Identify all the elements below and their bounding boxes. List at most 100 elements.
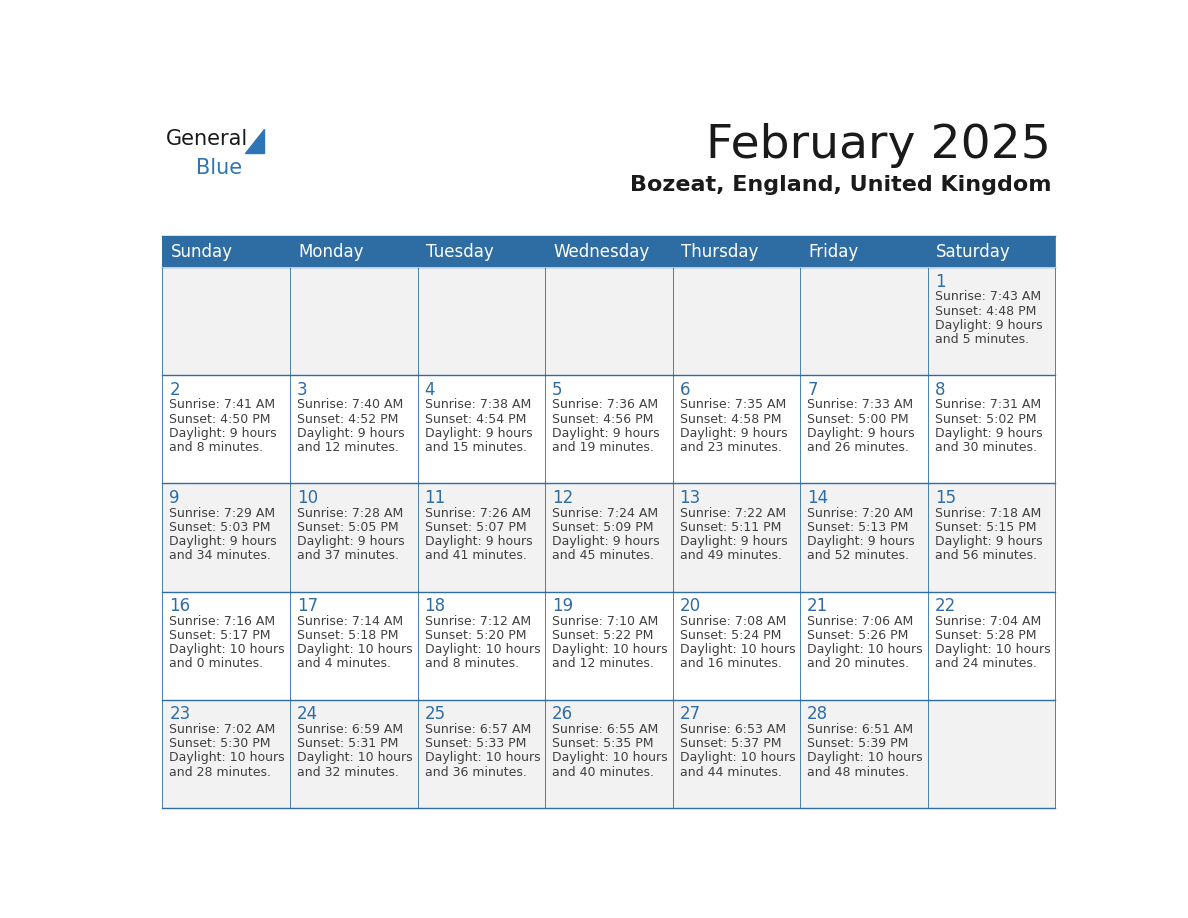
Text: and 49 minutes.: and 49 minutes. — [680, 549, 782, 563]
Text: and 28 minutes.: and 28 minutes. — [170, 766, 271, 778]
Text: and 30 minutes.: and 30 minutes. — [935, 442, 1037, 454]
Text: 1: 1 — [935, 273, 946, 291]
Text: Sunset: 4:48 PM: Sunset: 4:48 PM — [935, 305, 1036, 318]
Bar — [417, 700, 545, 808]
Text: 6: 6 — [680, 381, 690, 398]
Bar — [928, 591, 1055, 700]
Text: Sunset: 5:11 PM: Sunset: 5:11 PM — [680, 521, 781, 533]
Text: Sunrise: 7:43 AM: Sunrise: 7:43 AM — [935, 290, 1041, 303]
Text: Daylight: 10 hours: Daylight: 10 hours — [807, 751, 923, 765]
Text: Monday: Monday — [298, 243, 364, 261]
Text: Sunset: 5:35 PM: Sunset: 5:35 PM — [552, 737, 653, 750]
Text: Daylight: 9 hours: Daylight: 9 hours — [935, 535, 1042, 548]
Bar — [417, 591, 545, 700]
Text: Sunset: 5:37 PM: Sunset: 5:37 PM — [680, 737, 781, 750]
Bar — [163, 484, 290, 591]
Bar — [928, 267, 1055, 375]
Text: and 34 minutes.: and 34 minutes. — [170, 549, 271, 563]
Text: February 2025: February 2025 — [707, 123, 1051, 168]
Text: 26: 26 — [552, 705, 573, 723]
Text: Sunrise: 7:31 AM: Sunrise: 7:31 AM — [935, 398, 1041, 411]
Bar — [163, 237, 290, 267]
Text: 25: 25 — [424, 705, 446, 723]
Bar — [672, 484, 801, 591]
Bar — [672, 237, 801, 267]
Text: Sunrise: 7:10 AM: Sunrise: 7:10 AM — [552, 615, 658, 628]
Text: Daylight: 10 hours: Daylight: 10 hours — [170, 644, 285, 656]
Text: 22: 22 — [935, 597, 956, 615]
Bar — [801, 700, 928, 808]
Bar — [417, 267, 545, 375]
Text: 3: 3 — [297, 381, 308, 398]
Text: Daylight: 10 hours: Daylight: 10 hours — [424, 751, 541, 765]
Text: Sunrise: 6:57 AM: Sunrise: 6:57 AM — [424, 722, 531, 735]
Text: Sunrise: 7:14 AM: Sunrise: 7:14 AM — [297, 615, 403, 628]
Text: Daylight: 10 hours: Daylight: 10 hours — [680, 751, 795, 765]
Bar — [545, 375, 672, 484]
Text: 19: 19 — [552, 597, 573, 615]
Bar — [801, 484, 928, 591]
Text: 23: 23 — [170, 705, 191, 723]
Text: Sunrise: 7:36 AM: Sunrise: 7:36 AM — [552, 398, 658, 411]
Bar — [163, 375, 290, 484]
Bar — [801, 237, 928, 267]
Bar — [928, 700, 1055, 808]
Text: Sunrise: 7:28 AM: Sunrise: 7:28 AM — [297, 507, 403, 520]
Text: Sunset: 5:09 PM: Sunset: 5:09 PM — [552, 521, 653, 533]
Text: 13: 13 — [680, 489, 701, 507]
Text: Daylight: 10 hours: Daylight: 10 hours — [297, 644, 412, 656]
Text: Daylight: 9 hours: Daylight: 9 hours — [170, 427, 277, 440]
Text: Sunset: 5:33 PM: Sunset: 5:33 PM — [424, 737, 526, 750]
Text: Daylight: 10 hours: Daylight: 10 hours — [680, 644, 795, 656]
Text: 14: 14 — [807, 489, 828, 507]
Text: 15: 15 — [935, 489, 956, 507]
Text: Sunset: 5:26 PM: Sunset: 5:26 PM — [807, 629, 909, 642]
Text: Sunrise: 7:40 AM: Sunrise: 7:40 AM — [297, 398, 403, 411]
Text: Sunrise: 7:18 AM: Sunrise: 7:18 AM — [935, 507, 1041, 520]
Text: Thursday: Thursday — [681, 243, 758, 261]
Bar — [290, 700, 417, 808]
Text: and 41 minutes.: and 41 minutes. — [424, 549, 526, 563]
Text: Sunrise: 6:51 AM: Sunrise: 6:51 AM — [807, 722, 914, 735]
Text: 16: 16 — [170, 597, 190, 615]
Bar — [163, 700, 290, 808]
Text: Daylight: 10 hours: Daylight: 10 hours — [297, 751, 412, 765]
Text: Sunrise: 7:22 AM: Sunrise: 7:22 AM — [680, 507, 785, 520]
Text: and 19 minutes.: and 19 minutes. — [552, 442, 653, 454]
Text: and 8 minutes.: and 8 minutes. — [170, 442, 264, 454]
Text: 11: 11 — [424, 489, 446, 507]
Text: and 52 minutes.: and 52 minutes. — [807, 549, 909, 563]
Text: Daylight: 9 hours: Daylight: 9 hours — [424, 535, 532, 548]
Bar — [545, 700, 672, 808]
Text: Sunset: 5:30 PM: Sunset: 5:30 PM — [170, 737, 271, 750]
Text: 21: 21 — [807, 597, 828, 615]
Bar — [672, 700, 801, 808]
Text: and 20 minutes.: and 20 minutes. — [807, 657, 909, 670]
Bar — [417, 484, 545, 591]
Text: 24: 24 — [297, 705, 318, 723]
Text: Sunrise: 6:53 AM: Sunrise: 6:53 AM — [680, 722, 785, 735]
Text: Blue: Blue — [196, 158, 242, 178]
Text: Sunrise: 7:24 AM: Sunrise: 7:24 AM — [552, 507, 658, 520]
Text: Sunrise: 6:55 AM: Sunrise: 6:55 AM — [552, 722, 658, 735]
Bar — [290, 375, 417, 484]
Bar — [290, 591, 417, 700]
Bar — [928, 484, 1055, 591]
Text: Bozeat, England, United Kingdom: Bozeat, England, United Kingdom — [630, 174, 1051, 195]
Bar — [545, 267, 672, 375]
Text: Sunrise: 7:26 AM: Sunrise: 7:26 AM — [424, 507, 531, 520]
Text: 27: 27 — [680, 705, 701, 723]
Bar — [672, 591, 801, 700]
Text: Sunrise: 7:16 AM: Sunrise: 7:16 AM — [170, 615, 276, 628]
Text: Daylight: 9 hours: Daylight: 9 hours — [424, 427, 532, 440]
Text: Sunset: 5:31 PM: Sunset: 5:31 PM — [297, 737, 398, 750]
Text: Sunrise: 7:29 AM: Sunrise: 7:29 AM — [170, 507, 276, 520]
Text: 17: 17 — [297, 597, 318, 615]
Text: and 15 minutes.: and 15 minutes. — [424, 442, 526, 454]
Text: and 4 minutes.: and 4 minutes. — [297, 657, 391, 670]
Text: 10: 10 — [297, 489, 318, 507]
Text: Daylight: 10 hours: Daylight: 10 hours — [552, 751, 668, 765]
Text: and 12 minutes.: and 12 minutes. — [552, 657, 653, 670]
Text: Daylight: 9 hours: Daylight: 9 hours — [552, 535, 659, 548]
Polygon shape — [245, 129, 264, 152]
